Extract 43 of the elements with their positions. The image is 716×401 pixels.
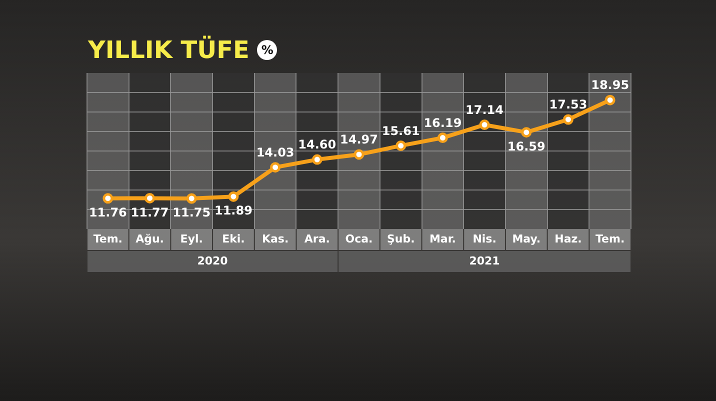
point <box>102 193 114 204</box>
text: 2020 <box>197 254 228 268</box>
x-tick-label: Ara. <box>304 232 330 246</box>
x-tick-label: Nis. <box>472 232 496 246</box>
point <box>396 140 406 151</box>
point <box>270 162 281 173</box>
data-label: 18.95 <box>591 78 630 92</box>
data-label: 14.97 <box>340 132 378 147</box>
x-tick-label: Eyl. <box>180 232 203 246</box>
point <box>144 192 156 204</box>
data-label: 11.89 <box>214 204 252 218</box>
chart-title: YILLIK TÜFE <box>88 36 250 64</box>
point <box>521 127 532 138</box>
point <box>562 114 574 125</box>
data-label: 14.03 <box>256 145 294 160</box>
x-tick-label: Tem. <box>93 232 122 246</box>
point <box>437 132 448 144</box>
point <box>479 120 490 130</box>
data-label: 16.19 <box>424 116 462 130</box>
text: 2021 <box>469 254 500 268</box>
point <box>312 154 322 165</box>
x-tick-label: May. <box>512 232 541 246</box>
point <box>354 149 364 160</box>
data-label: 11.75 <box>172 206 211 220</box>
data-label: 11.77 <box>130 205 169 220</box>
x-tick-label: Haz. <box>554 232 582 246</box>
chart-subtitle: % <box>257 40 278 60</box>
x-tick-label: Kas. <box>262 232 289 246</box>
x-tick-label: Tem. <box>596 232 625 246</box>
x-tick-label: Eki. <box>222 232 245 246</box>
point <box>186 193 197 204</box>
x-tick-label: Şub. <box>386 232 415 246</box>
x-tick-label: Mar. <box>429 232 456 246</box>
data-label: 17.14 <box>466 102 504 117</box>
point <box>604 94 616 106</box>
point <box>228 191 239 202</box>
x-tick-label: Oca. <box>345 232 373 246</box>
data-label: 14.60 <box>298 138 336 152</box>
data-label: 15.61 <box>382 124 420 138</box>
data-label: 11.76 <box>88 205 127 220</box>
data-label: 16.59 <box>507 139 546 154</box>
data-label: 17.53 <box>549 98 588 112</box>
x-tick-label: Ağu. <box>136 232 164 246</box>
